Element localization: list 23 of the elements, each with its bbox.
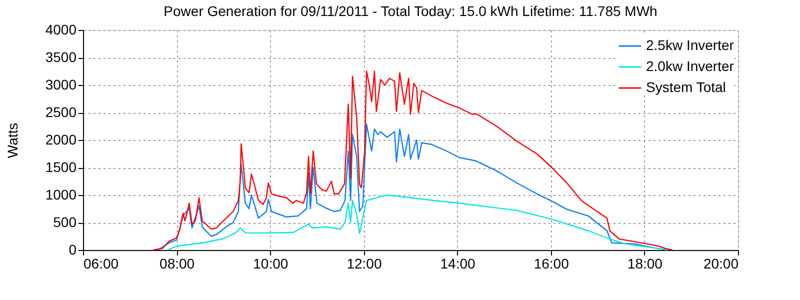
x-tick-label: 14:00 [440,256,476,272]
y-tick-label: 2000 [45,132,77,148]
line-series [166,194,668,251]
x-tick-label: 16:00 [534,256,570,272]
legend-label: 2.5kw Inverter [646,37,734,53]
x-tick-label: 20:00 [703,256,739,272]
x-tick-label: 10:00 [253,256,288,272]
legend-label: System Total [646,79,726,95]
x-tick-label: 18:00 [627,256,663,272]
y-tick-label: 3000 [45,76,77,92]
y-tick-label: 500 [53,214,77,230]
chart-title: Power Generation for 09/11/2011 - Total Today: 15.0 kWh Lifetime: 11.785 MWh [164,3,658,19]
legend-label: 2.0kw Inverter [646,58,734,74]
y-axis-title: Watts [4,122,20,158]
y-tick-label: 1000 [45,186,77,202]
y-tick-label: 2500 [45,104,77,120]
y-tick-label: 0 [68,242,77,258]
x-tick-label: 06:00 [84,256,119,272]
x-tick-label: 12:00 [346,256,382,272]
y-tick-label: 3500 [45,49,77,65]
y-tick-label: 1500 [45,159,77,175]
x-tick-label: 08:00 [160,256,195,272]
y-tick-label: 4000 [45,22,77,38]
